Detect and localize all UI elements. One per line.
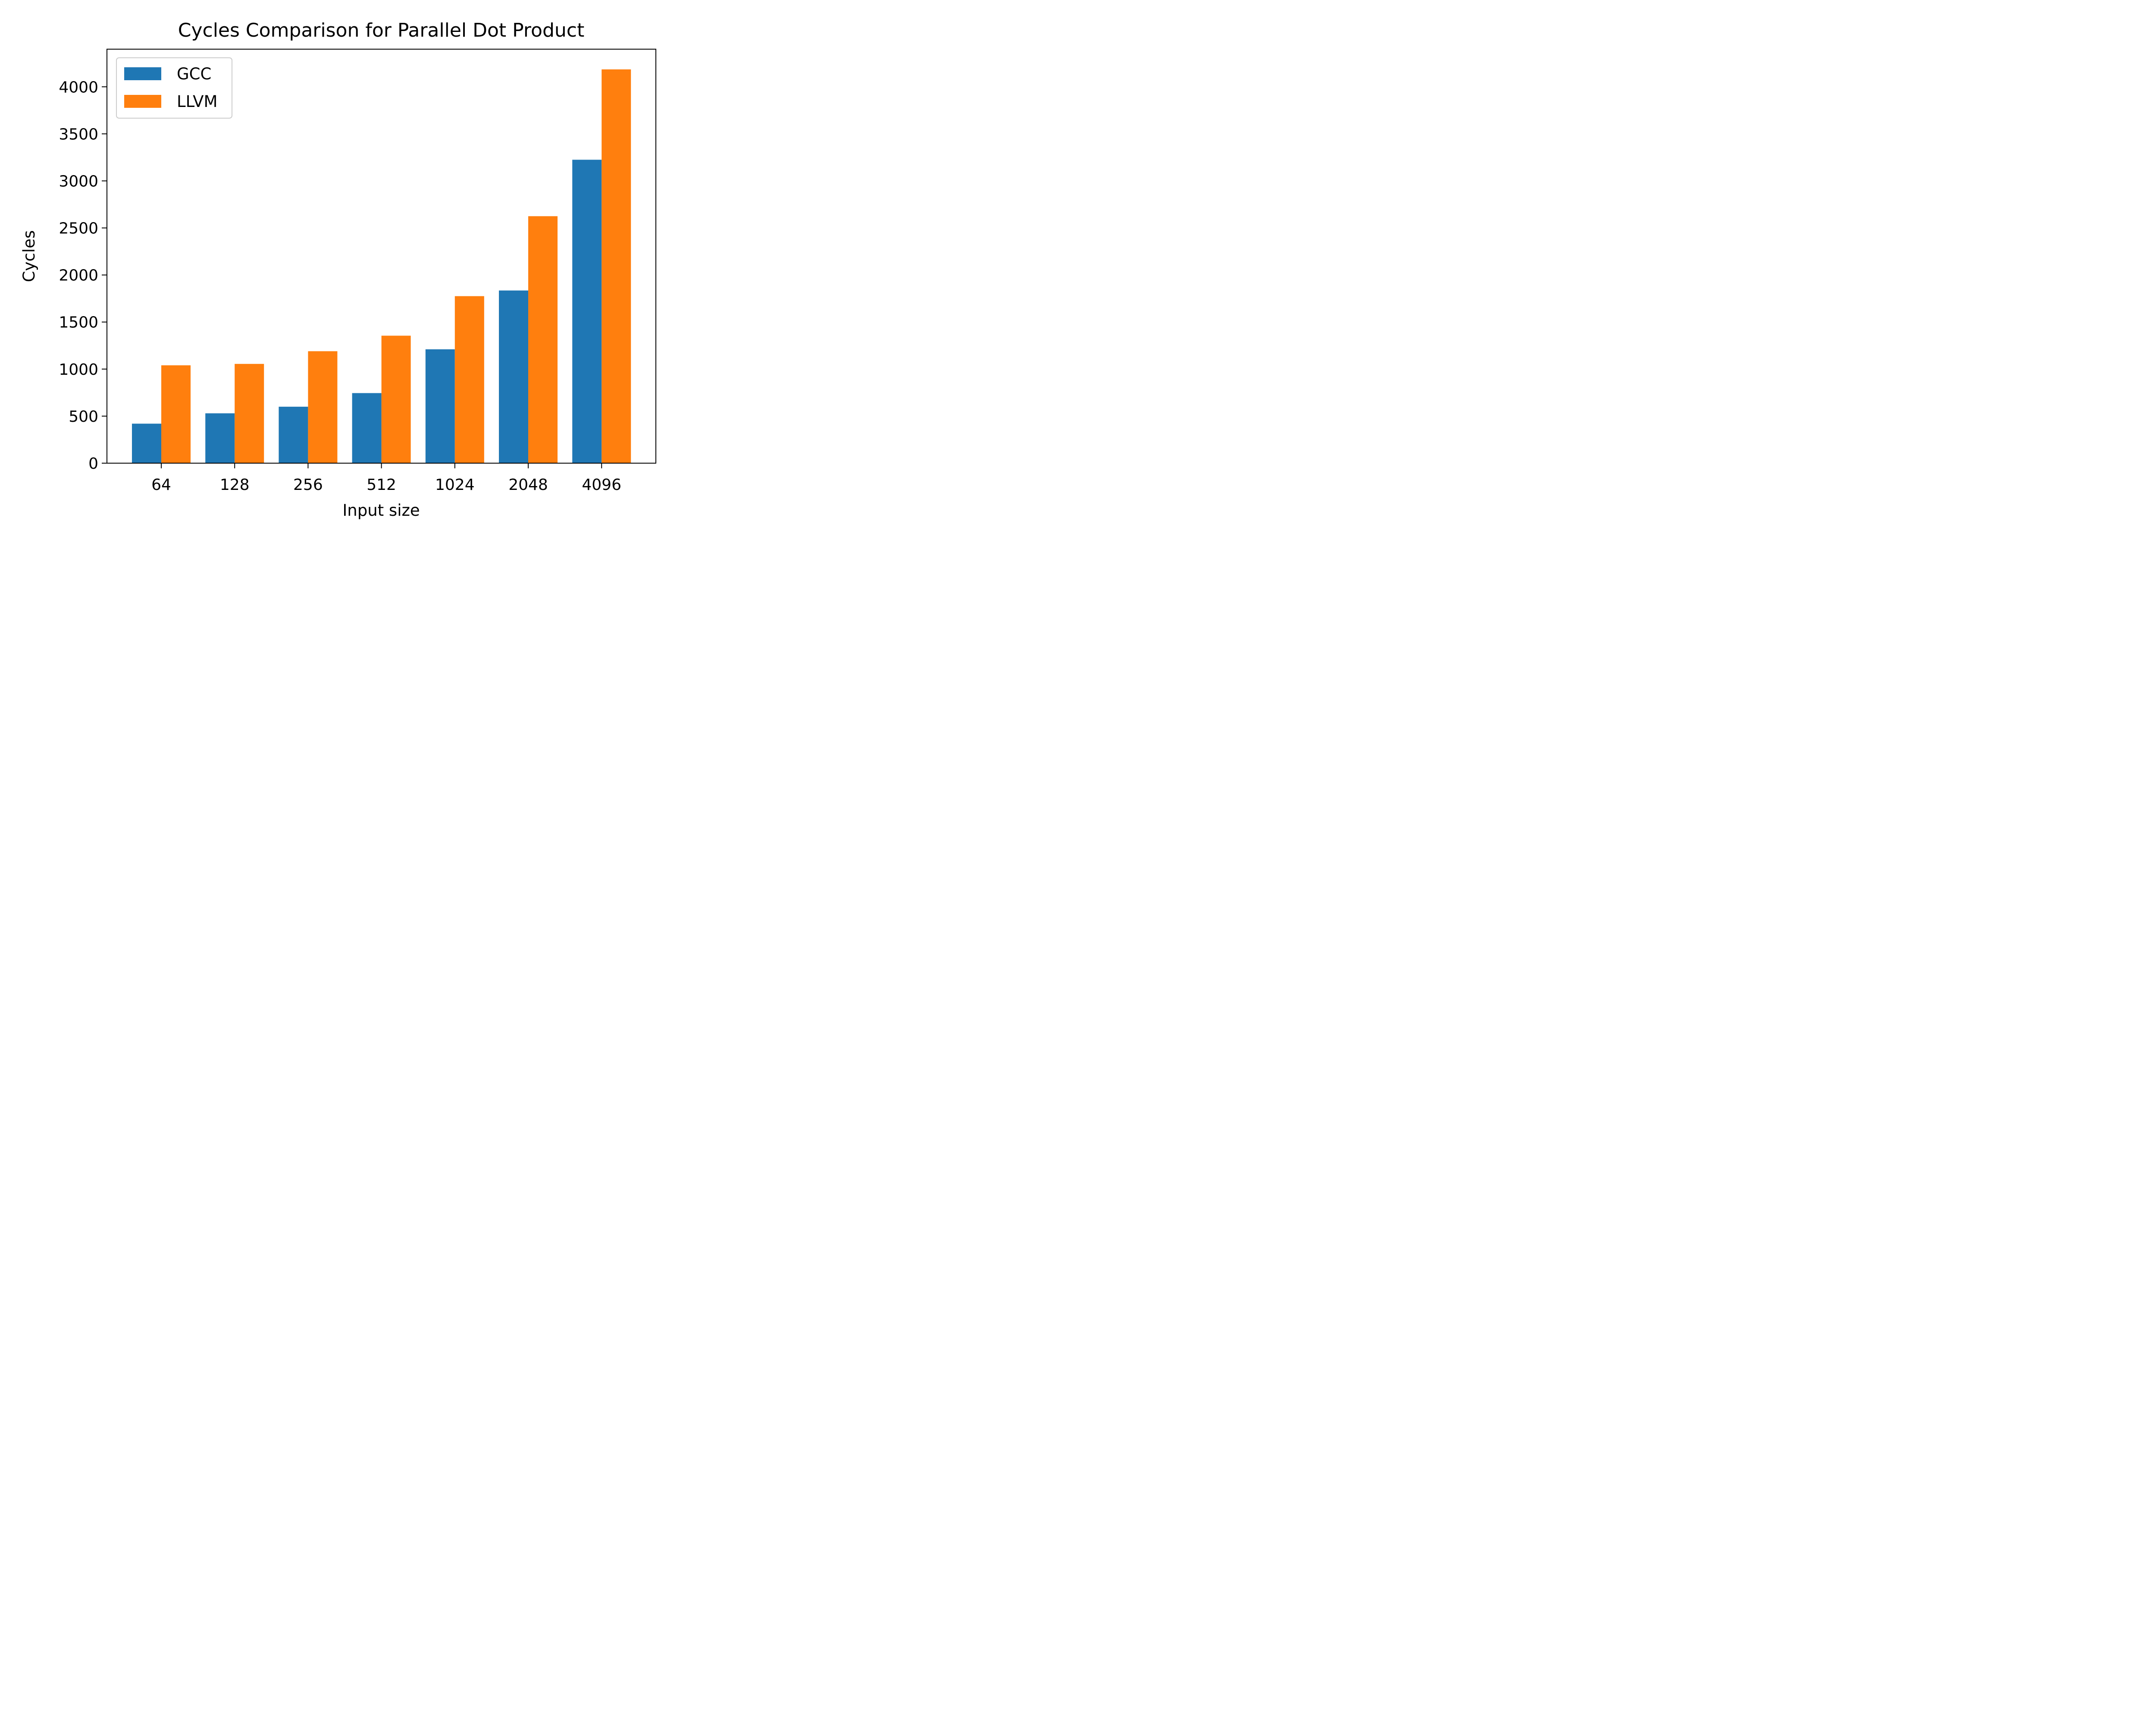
bar-llvm-1024: [455, 296, 484, 463]
bar-gcc-2048: [499, 291, 528, 463]
x-tick-label: 2048: [508, 476, 548, 494]
bar-llvm-4096: [602, 69, 631, 463]
y-tick-label: 2500: [59, 220, 98, 238]
y-tick-label: 3500: [59, 125, 98, 143]
bar-gcc-128: [205, 413, 235, 463]
bar-gcc-4096: [572, 160, 602, 463]
bar-llvm-2048: [528, 216, 558, 463]
x-tick-label: 1024: [435, 476, 475, 494]
x-tick-label: 64: [151, 476, 171, 494]
y-axis-label: Cycles: [20, 230, 38, 282]
y-tick-label: 4000: [59, 78, 98, 96]
legend-swatch-gcc: [124, 67, 161, 80]
bar-gcc-64: [132, 423, 161, 463]
x-axis-label: Input size: [342, 501, 420, 520]
x-tick-label: 512: [367, 476, 396, 494]
x-tick-label: 256: [293, 476, 323, 494]
bar-llvm-128: [235, 364, 264, 463]
y-tick-label: 500: [69, 408, 98, 426]
y-tick-label: 1500: [59, 314, 98, 332]
y-tick-label: 0: [88, 455, 98, 473]
legend-label-llvm: LLVM: [177, 92, 217, 111]
bar-llvm-256: [308, 351, 337, 463]
bar-gcc-512: [352, 393, 382, 464]
bar-llvm-512: [382, 336, 411, 463]
y-tick-label: 3000: [59, 172, 98, 190]
y-tick-label: 1000: [59, 361, 98, 379]
bar-gcc-256: [279, 407, 308, 463]
x-tick-label: 128: [220, 476, 250, 494]
legend-swatch-llvm: [124, 95, 161, 108]
y-tick-label: 2000: [59, 267, 98, 285]
legend: GCC LLVM: [116, 58, 232, 118]
x-tick-label: 4096: [582, 476, 621, 494]
bar-gcc-1024: [426, 349, 455, 463]
bar-llvm-64: [161, 365, 191, 463]
legend-label-gcc: GCC: [177, 65, 211, 83]
chart-title: Cycles Comparison for Parallel Dot Produ…: [178, 19, 584, 41]
chart: Cycles Comparison for Parallel Dot Produ…: [0, 0, 674, 539]
